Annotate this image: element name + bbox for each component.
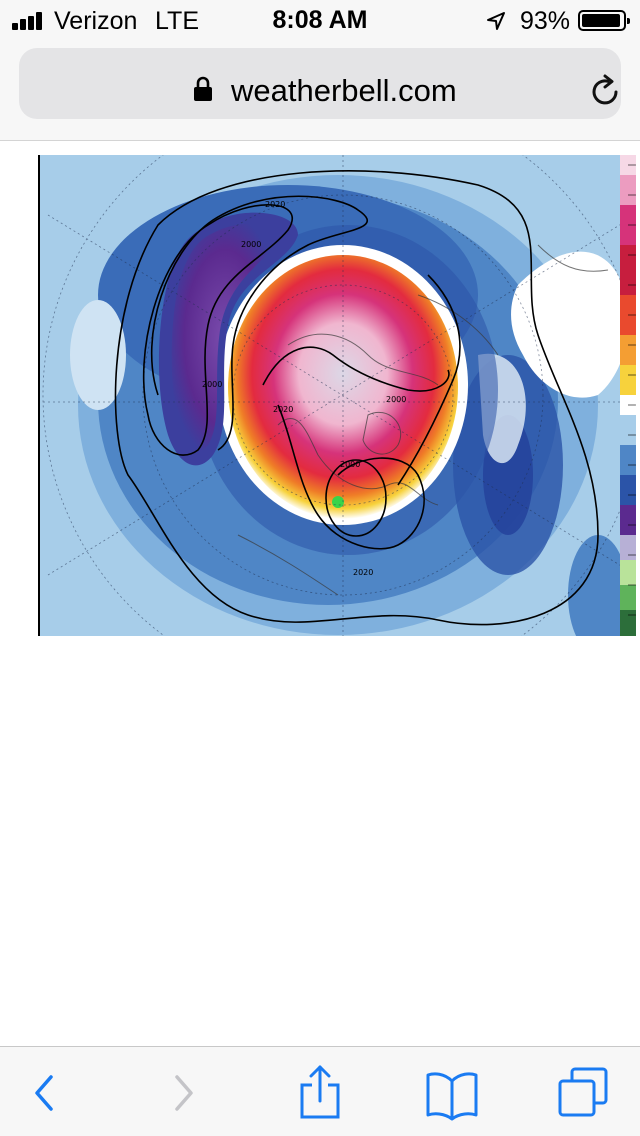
share-button[interactable]: [290, 1065, 350, 1121]
contour-label: 2020: [273, 405, 294, 414]
battery-icon: [578, 10, 630, 31]
color-scale-bar: [620, 155, 636, 636]
share-icon: [300, 1065, 340, 1119]
map-border: [38, 155, 40, 636]
back-button[interactable]: [16, 1065, 76, 1121]
status-time: 8:08 AM: [272, 6, 368, 34]
lock-icon: [194, 76, 212, 101]
tabs-icon: [558, 1067, 608, 1117]
contour-label: 2000: [241, 240, 262, 249]
url-text: weatherbell.com: [231, 73, 457, 108]
contour-label: 2020: [265, 200, 286, 209]
address-field[interactable]: weatherbell.com: [19, 48, 621, 119]
carrier-name: Verizon: [54, 7, 138, 35]
forward-button[interactable]: [154, 1065, 214, 1121]
weather-map-image: 2020 2000 2000 2020 2000 2000 2020: [38, 155, 636, 636]
status-bar: Verizon LTE 8:08 AM 93%: [0, 0, 640, 40]
book-icon: [426, 1072, 478, 1121]
browser-toolbar: [0, 1046, 640, 1136]
network-type: LTE: [155, 7, 199, 35]
location-arrow-icon: [487, 12, 505, 30]
signal-icon: [12, 12, 48, 30]
battery-percent: 93%: [520, 7, 571, 35]
contour-label: 2000: [340, 460, 361, 469]
address-bar-area: weatherbell.com: [0, 40, 640, 141]
chevron-left-icon: [35, 1075, 53, 1111]
reload-icon[interactable]: [589, 74, 623, 108]
tabs-button[interactable]: [552, 1065, 612, 1121]
contour-label: 2000: [202, 380, 223, 389]
chevron-right-icon: [175, 1075, 193, 1111]
contour-label: 2000: [386, 395, 407, 404]
bookmarks-button[interactable]: [422, 1065, 482, 1121]
contour-label: 2020: [353, 568, 374, 577]
